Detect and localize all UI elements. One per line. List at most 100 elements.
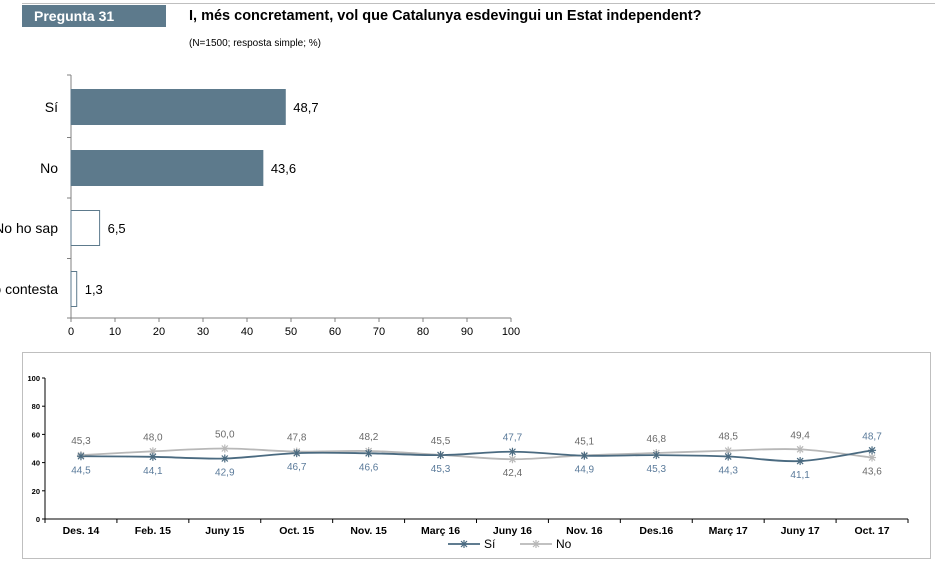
top-rule: [22, 3, 935, 4]
marker-stroke: [509, 448, 516, 456]
bar-chart-x-tick-label: 60: [329, 326, 341, 338]
line-chart-category-label: Juny 16: [493, 525, 532, 537]
bar-chart-x-tick-label: 40: [241, 326, 253, 338]
series-marker-si: [148, 452, 157, 461]
legend-label-si: Sí: [484, 537, 496, 551]
series-marker-no: [796, 445, 805, 454]
data-label-no: 47,8: [287, 433, 307, 444]
series-marker-si: [580, 451, 589, 460]
bar-value-label: 1,3: [85, 282, 103, 297]
line-chart-category-label: Feb. 15: [135, 525, 171, 537]
series-marker-si: [76, 452, 85, 461]
bar-chart-x-tick-label: 0: [68, 326, 74, 338]
series-marker-si: [868, 446, 877, 455]
marker-stroke: [293, 449, 301, 457]
data-label-si: 45,3: [647, 464, 667, 475]
data-label-si: 47,7: [503, 433, 523, 444]
bar: [70, 210, 101, 246]
data-label-si: 48,7: [862, 431, 882, 442]
series-marker-si: [436, 451, 445, 460]
line-chart-category-label: Juny 17: [781, 525, 820, 537]
marker-stroke: [437, 451, 444, 459]
bar: [70, 150, 264, 186]
bar-chart-x-tick-label: 80: [417, 326, 429, 338]
bar-chart-x-tick-label: 70: [373, 326, 385, 338]
line-chart-frame: 0 20 40 60 80 100 Des. 14 Feb. 15 Juny 15 Oct. 15…: [22, 352, 931, 559]
data-label-si: 42,9: [215, 468, 235, 479]
series-marker-si: [364, 449, 373, 458]
data-label-no: 49,4: [790, 430, 810, 441]
data-label-no: 45,3: [71, 436, 91, 447]
line-chart-category-label: Des. 14: [63, 525, 100, 537]
marker-stroke: [724, 447, 732, 455]
bar-chart-x-tick-label: 100: [502, 326, 520, 338]
line-chart-y-tick-label: 80: [32, 402, 40, 411]
line-chart-category-label: Oct. 15: [279, 525, 314, 537]
marker-stroke: [460, 540, 468, 548]
data-label-si: 46,7: [287, 462, 307, 473]
bar-chart-x-tick-label: 30: [197, 326, 209, 338]
marker-stroke: [77, 452, 85, 460]
sample-note: (N=1500; resposta simple; %): [189, 38, 322, 49]
line-chart-category-label: Des.16: [639, 525, 673, 537]
marker-stroke: [149, 447, 157, 455]
line-chart-y-tick-label: 20: [32, 487, 40, 496]
marker-stroke: [580, 452, 588, 460]
series-line-si: [80, 449, 873, 463]
bar-chart-x-tick-label: 10: [109, 326, 121, 338]
bar-category-label: No contesta: [0, 281, 58, 297]
line-chart-category-label: Març 16: [421, 525, 460, 537]
marker-stroke: [149, 453, 157, 461]
data-label-no: 42,4: [503, 468, 523, 479]
marker-stroke: [365, 449, 373, 457]
series-marker-si: [292, 449, 301, 458]
data-label-si: 44,9: [575, 465, 595, 476]
bar-category-label: Sí: [45, 99, 58, 115]
line-chart-y-tick-label: 40: [32, 459, 40, 468]
data-label-no: 45,1: [575, 436, 595, 447]
bar-chart-x-tick-label: 20: [153, 326, 165, 338]
marker-stroke: [868, 454, 876, 461]
data-label-si: 44,1: [143, 466, 163, 477]
data-label-si: 44,5: [71, 465, 91, 476]
bar-value-label: 6,5: [108, 221, 126, 236]
line-chart-y-tick-label: 100: [27, 374, 40, 383]
series-marker-no: [220, 444, 229, 453]
line-chart-category-label: Juny 15: [205, 525, 244, 537]
legend-item-si: Sí: [448, 537, 496, 551]
line-chart-category-label: Nov. 16: [566, 525, 603, 537]
question-number-tag: Pregunta 31: [22, 5, 166, 27]
bar-chart-x-tick-label: 50: [285, 326, 297, 338]
legend-item-no: No: [520, 537, 572, 551]
line-chart-category-label: Nov. 15: [350, 525, 387, 537]
data-label-no: 48,2: [359, 432, 379, 443]
marker-stroke: [868, 446, 876, 454]
marker-stroke: [724, 453, 732, 460]
series-line-no: [80, 447, 873, 461]
data-label-si: 41,1: [790, 470, 810, 481]
bar-value-label: 43,6: [271, 161, 296, 176]
legend-label-no: No: [556, 537, 572, 551]
marker-stroke: [652, 451, 660, 459]
legend-marker-no: [532, 540, 540, 548]
marker-stroke: [509, 455, 516, 463]
marker-stroke: [221, 445, 229, 452]
bar-chart: 0 10 20 30 40 50 60 70 80 90 100 Sí 48,7 No 43,6 No ho …: [0, 74, 520, 338]
series-marker-si: [724, 452, 733, 461]
series-marker-si: [652, 451, 661, 460]
data-label-si: 44,3: [718, 466, 738, 477]
line-chart-y-tick-label: 0: [36, 515, 40, 524]
marker-stroke: [796, 457, 804, 465]
data-label-no: 43,6: [862, 467, 882, 478]
bar: [70, 89, 286, 125]
data-label-no: 48,5: [718, 432, 738, 443]
bar-value-label: 48,7: [293, 100, 318, 115]
data-label-no: 46,8: [647, 434, 667, 445]
line-chart-category-label: Març 17: [709, 525, 748, 537]
line-chart-category-label: Oct. 17: [855, 525, 890, 537]
legend-marker-si: [460, 540, 468, 548]
data-label-no: 50,0: [215, 430, 235, 441]
marker-stroke: [221, 455, 229, 462]
series-marker-si: [796, 457, 805, 466]
bar-chart-x-tick-label: 90: [461, 326, 473, 338]
